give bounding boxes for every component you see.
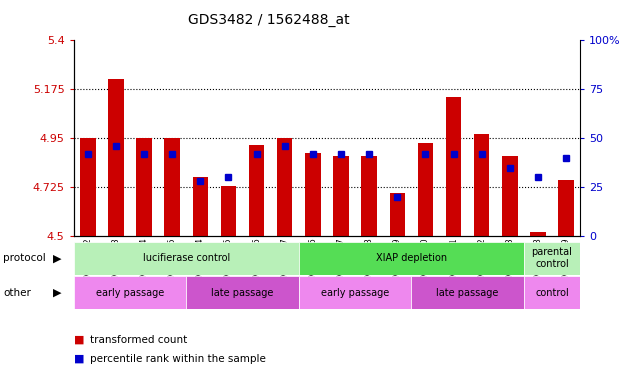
- Bar: [524, 242, 580, 275]
- Bar: [299, 242, 524, 275]
- Bar: [412, 276, 524, 309]
- Bar: [249, 145, 264, 236]
- Text: late passage: late passage: [212, 288, 274, 298]
- Bar: [108, 79, 124, 236]
- Bar: [362, 156, 377, 236]
- Text: other: other: [3, 288, 31, 298]
- Text: late passage: late passage: [437, 288, 499, 298]
- Bar: [137, 138, 152, 236]
- Text: GDS3482 / 1562488_at: GDS3482 / 1562488_at: [188, 13, 350, 27]
- Bar: [390, 193, 405, 236]
- Bar: [305, 154, 320, 236]
- Bar: [502, 156, 517, 236]
- Text: early passage: early passage: [96, 288, 164, 298]
- Bar: [277, 138, 292, 236]
- Bar: [74, 276, 187, 309]
- Bar: [299, 276, 412, 309]
- Bar: [445, 97, 462, 236]
- Text: protocol: protocol: [3, 253, 46, 263]
- Bar: [80, 138, 96, 236]
- Bar: [221, 186, 236, 236]
- Text: lucifierase control: lucifierase control: [142, 253, 230, 263]
- Bar: [530, 232, 545, 236]
- Text: early passage: early passage: [321, 288, 389, 298]
- Text: XIAP depletion: XIAP depletion: [376, 253, 447, 263]
- Text: transformed count: transformed count: [90, 335, 187, 345]
- Text: ▶: ▶: [53, 288, 61, 298]
- Bar: [524, 276, 580, 309]
- Bar: [418, 142, 433, 236]
- Bar: [474, 134, 489, 236]
- Bar: [558, 180, 574, 236]
- Text: ■: ■: [74, 335, 84, 345]
- Text: control: control: [535, 288, 569, 298]
- Bar: [333, 156, 349, 236]
- Text: parental
control: parental control: [531, 247, 572, 269]
- Text: ▶: ▶: [53, 253, 61, 263]
- Bar: [165, 138, 180, 236]
- Bar: [187, 276, 299, 309]
- Text: percentile rank within the sample: percentile rank within the sample: [90, 354, 265, 364]
- Bar: [74, 242, 299, 275]
- Bar: [192, 177, 208, 236]
- Text: ■: ■: [74, 354, 84, 364]
